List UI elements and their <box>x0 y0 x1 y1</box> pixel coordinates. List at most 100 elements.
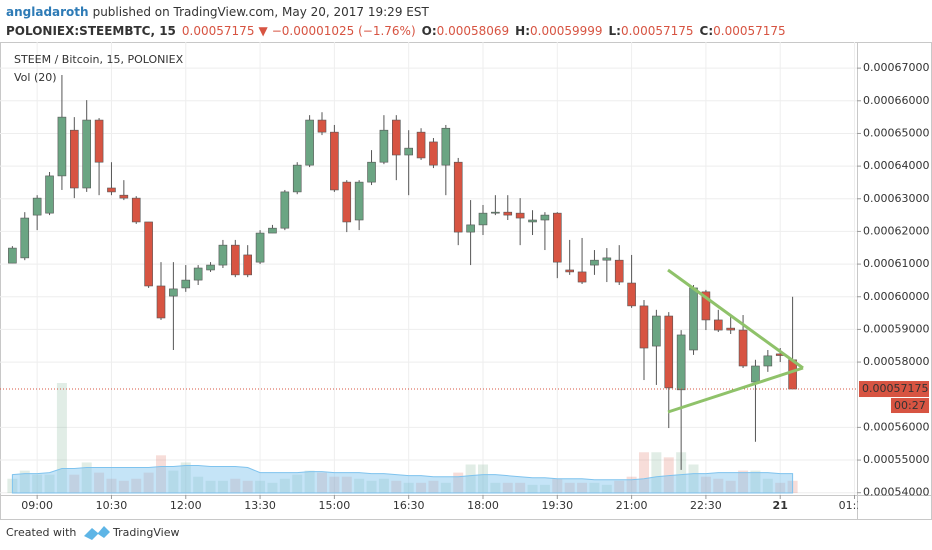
candle-body <box>590 259 599 266</box>
candle-body <box>701 291 711 321</box>
h-label: H: <box>515 24 530 38</box>
y-tick-label: 0.00063000 <box>863 192 929 205</box>
candles <box>0 74 857 470</box>
volume-bar <box>663 457 674 493</box>
candle-body <box>503 211 513 216</box>
x-tick-label: 10:30 <box>96 499 128 512</box>
candle-body <box>156 285 166 319</box>
volume-bar <box>453 472 464 493</box>
grid <box>0 42 857 495</box>
candle-body <box>32 197 42 216</box>
volume-bar <box>416 482 427 493</box>
volume-bar <box>750 470 761 493</box>
candle-body <box>20 217 30 259</box>
x-tick-label: 12:00 <box>170 499 202 512</box>
candle-body <box>614 259 624 283</box>
axis-cover <box>858 496 931 519</box>
volume-bar <box>577 482 588 493</box>
candle-body <box>713 319 723 331</box>
candle-body <box>169 288 178 297</box>
x-tick-label: 13:30 <box>244 499 276 512</box>
candle-body <box>515 212 525 219</box>
candle-body <box>751 365 760 383</box>
volume-bar <box>676 452 687 493</box>
x-tick-label: 16:30 <box>393 499 425 512</box>
trendline <box>667 366 804 414</box>
volume-bar <box>713 478 724 493</box>
candle-body <box>280 191 290 229</box>
volume-bar <box>255 480 266 493</box>
volume-bar <box>477 464 488 493</box>
volume-bar <box>168 470 179 493</box>
candle-body <box>528 219 537 223</box>
candle-body <box>255 232 265 263</box>
candle-body <box>231 244 240 276</box>
volume-bar <box>56 383 67 493</box>
candle-body <box>45 175 54 214</box>
volume-bar <box>279 478 290 493</box>
candle-body <box>763 355 773 367</box>
o-label: O: <box>422 24 437 38</box>
y-tick-label: 0.00065000 <box>863 126 929 139</box>
volume-bar <box>44 474 55 493</box>
volume-bar <box>614 480 625 493</box>
y-tick-label: 0.00061000 <box>863 257 929 270</box>
candle-body <box>70 129 79 189</box>
volume-bar <box>143 472 154 493</box>
volume-bar <box>304 470 315 493</box>
volume-bar <box>81 462 92 493</box>
volume-bar <box>688 464 699 493</box>
volume-bar <box>651 452 662 493</box>
y-tick-label: 0.00056000 <box>863 420 929 433</box>
candle-body <box>367 161 376 183</box>
volume-bar <box>539 484 550 493</box>
y-tick-label: 0.00054000 <box>863 486 929 499</box>
x-tick-label: 21 <box>773 499 788 512</box>
volume-bar <box>626 476 637 493</box>
y-tick-label: 0.00059000 <box>863 322 929 335</box>
symbol-line: POLONIEX:STEEMBTC, 15 0.00057175 ▼ −0.00001… <box>6 24 786 38</box>
candle-body <box>181 279 191 289</box>
header-line: angladaroth published on TradingView.com,… <box>6 5 429 19</box>
volume-bar <box>762 478 773 493</box>
logo <box>84 526 110 540</box>
x-tick-label: 18:00 <box>467 499 499 512</box>
volume-bar <box>242 480 253 493</box>
volume-bar <box>725 480 736 493</box>
candle-body <box>354 181 364 221</box>
volume-bar <box>527 484 538 493</box>
x-tick-label: 15:00 <box>319 499 351 512</box>
volume-bar <box>329 476 340 493</box>
candle-body <box>292 164 302 193</box>
candle-body <box>119 194 129 199</box>
volume-bar <box>564 482 575 493</box>
volume-bar <box>118 480 129 493</box>
candle-body <box>491 211 500 214</box>
volume-bar <box>341 476 352 493</box>
last-price-label: 0.00057175 <box>862 382 928 395</box>
volume-bar <box>403 482 414 493</box>
y-tick-label: 0.00067000 <box>863 61 929 74</box>
trendline <box>667 268 804 370</box>
volume-bar <box>465 464 476 493</box>
candle-body <box>429 141 438 166</box>
l-value: 0.00057175 <box>621 24 694 38</box>
chart-title: STEEM / Bitcoin, 15, POLONIEX <box>14 53 184 66</box>
candle-body <box>144 221 153 287</box>
volume-bar <box>230 478 241 493</box>
candle-body <box>552 212 562 263</box>
candle-body <box>441 127 451 166</box>
candle-body <box>627 282 636 307</box>
candle-body <box>379 129 389 163</box>
candle-body <box>639 305 649 349</box>
candle-body <box>131 197 141 223</box>
volume-bar <box>378 478 389 493</box>
candle-body <box>726 327 735 331</box>
last: 0.00057175 <box>182 24 255 38</box>
candle-body <box>392 119 401 156</box>
volume-bar <box>267 482 278 493</box>
candle-body <box>243 254 252 276</box>
